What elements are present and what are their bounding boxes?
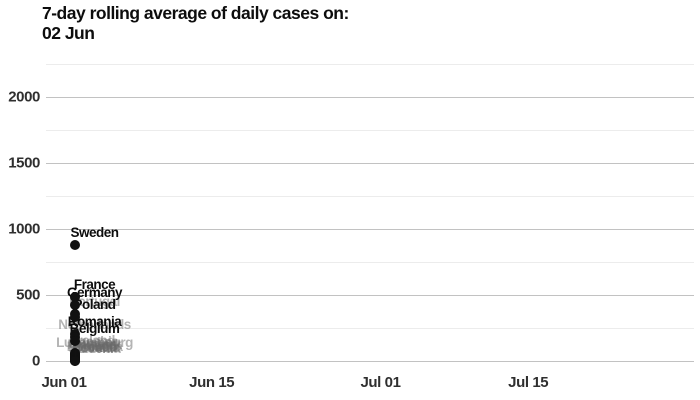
- minor-gridline: [46, 130, 694, 131]
- minor-gridline: [46, 64, 694, 65]
- y-tick-label: 2000: [8, 88, 40, 106]
- country-label-belgium: Belgium: [69, 321, 120, 337]
- x-tick-label: Jun 15: [189, 374, 235, 391]
- x-tick-label: Jul 15: [508, 374, 549, 391]
- data-point-dot-germany: [69, 299, 80, 310]
- major-gridline: [46, 361, 694, 362]
- data-point-dot-belgium: [69, 336, 80, 347]
- y-tick-label: 1000: [8, 220, 40, 238]
- x-tick-label: Jun 01: [41, 374, 87, 391]
- x-tick-label: Jul 01: [360, 374, 401, 391]
- country-label-poland: Poland: [73, 296, 117, 312]
- country-label-lithuania: Lithuania: [66, 338, 123, 354]
- chart-title: 7-day rolling average of daily cases on:…: [42, 3, 349, 43]
- data-point-dot-sweden: [69, 239, 80, 250]
- y-tick-label: 500: [16, 286, 40, 304]
- major-gridline: [46, 295, 694, 296]
- country-label-romania: Romania: [67, 313, 122, 329]
- major-gridline: [46, 163, 694, 164]
- country-label-czechia: Czechia: [70, 334, 119, 350]
- country-label-greece: Greece: [73, 339, 116, 355]
- country-label-portugal: Portugal: [69, 294, 120, 310]
- country-label-germany: Germany: [67, 284, 123, 300]
- country-label-finland: Finland: [72, 338, 117, 354]
- country-label-ireland: Ireland: [74, 333, 115, 349]
- chart-title-line1: 7-day rolling average of daily cases on:: [42, 3, 349, 23]
- country-label-france: France: [73, 276, 116, 292]
- minor-gridline: [46, 196, 694, 197]
- country-label-latvia: Latvia: [76, 340, 114, 356]
- country-label-estonia: Estonia: [71, 340, 118, 356]
- country-label-croatia: Croatia: [73, 339, 117, 355]
- data-point-dot-latvia: [69, 355, 80, 366]
- country-label-slovakia: Slovakia: [69, 340, 120, 356]
- major-gridline: [46, 97, 694, 98]
- y-tick-label: 0: [32, 352, 40, 370]
- data-point-dot-poland: [69, 311, 80, 322]
- country-label-denmark: Denmark: [67, 337, 122, 353]
- minor-gridline: [46, 262, 694, 263]
- country-label-sweden: Sweden: [70, 224, 120, 240]
- country-label-austria: Austria: [73, 337, 117, 353]
- major-gridline: [46, 229, 694, 230]
- y-tick-label: 1500: [8, 154, 40, 172]
- minor-gridline: [46, 328, 694, 329]
- country-label-hungary: Hungary: [68, 336, 121, 352]
- chart-title-line2: 02 Jun: [42, 23, 95, 43]
- country-label-slovenia: Slovenia: [68, 340, 121, 356]
- data-point-dot-france: [69, 291, 80, 302]
